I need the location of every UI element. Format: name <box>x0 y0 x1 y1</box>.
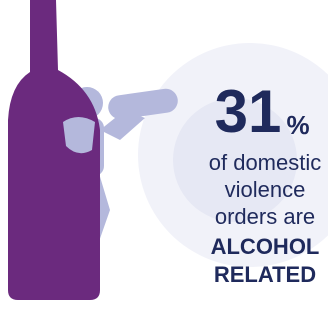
stat-unit: % <box>286 110 309 140</box>
text-line: of domestic <box>209 150 322 175</box>
infographic: 31 % of domestic violence orders are ALC… <box>0 0 328 309</box>
text-line: ALCOHOL <box>211 234 320 259</box>
text-line: RELATED <box>214 262 316 287</box>
stat-value: 31 <box>215 78 282 145</box>
text-line: violence <box>225 177 306 202</box>
text-line: orders are <box>215 204 315 229</box>
